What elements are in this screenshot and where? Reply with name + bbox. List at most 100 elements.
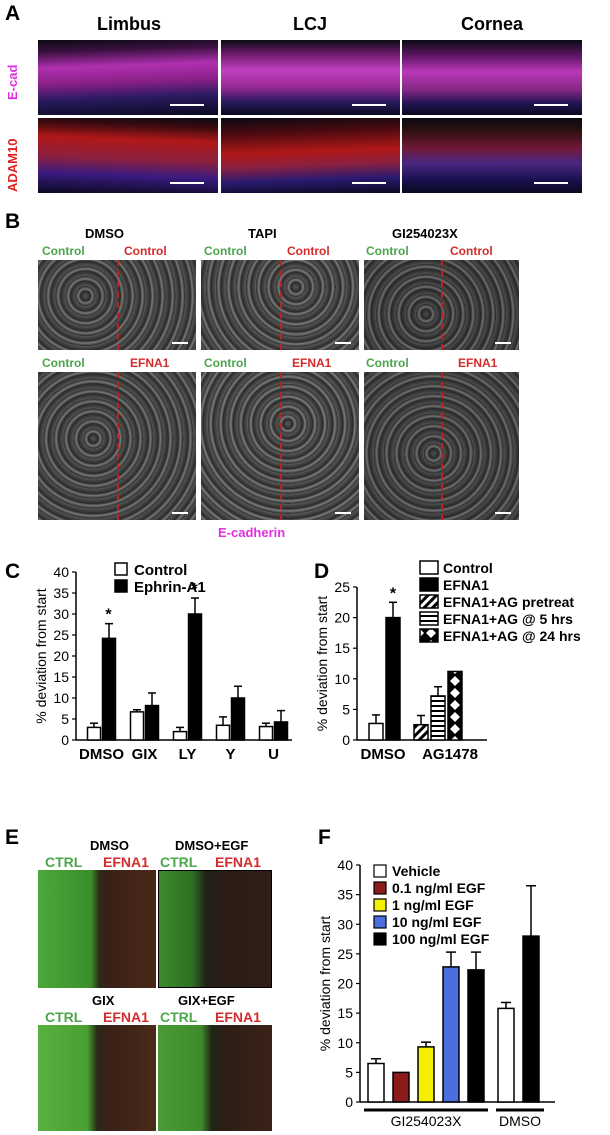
bar [187,613,203,741]
y-tick-label: 5 [345,1064,353,1080]
y-tick-label: 20 [334,610,350,626]
y-axis-label: % deviation from start [317,916,333,1051]
legend-label: EFNA1 [443,577,489,593]
y-tick-label: 30 [337,916,353,932]
bar [172,730,188,741]
y-axis-label: % deviation from start [33,588,49,723]
legend-label: 0.1 ng/ml EGF [392,880,486,896]
bar [86,726,102,741]
divider-line [280,260,282,350]
label-control: Control [204,244,247,258]
divider-line [280,372,282,520]
divider-line [441,372,443,520]
bar [430,695,446,741]
y-tick-label: 0 [345,1094,353,1110]
label-control: Control [124,244,167,258]
scale-bar [170,104,204,106]
label-efna1: EFNA1 [103,1009,149,1025]
chart-d: 0 5 10 15 20 25% deviation from start * DMSO AG1… [314,560,581,763]
treatment-label-dmso: DMSO [85,226,124,241]
x-tick-label: Y [225,746,235,763]
label-ctrl: CTRL [160,854,198,870]
bar [522,935,540,1103]
legend-swatch [419,628,439,643]
legend-label: EFNA1+AG @ 24 hrs [443,628,581,644]
micrograph-adam10-cornea [402,118,582,193]
micrograph-adam10-limbus [38,118,218,193]
scale-bar [172,342,188,344]
x-tick-label: DMSO [79,746,124,763]
label-control: Control [42,356,85,370]
legend-label: 10 ng/ml EGF [392,914,482,930]
micrograph-e-dmso [38,870,156,988]
y-tick-label: 35 [53,585,69,601]
y-tick-label: 25 [334,579,350,595]
column-header-cornea: Cornea [460,14,523,34]
panel-label-b: B [5,210,21,233]
panel-label-c: C [5,560,21,583]
legend-swatch [373,881,387,895]
bar [442,966,460,1103]
y-tick-label: 5 [61,711,69,727]
treatment-label-tapi: TAPI [248,226,277,241]
divider-line [117,260,119,350]
condition-label-dmso: DMSO [90,838,129,853]
label-control: Control [366,244,409,258]
scale-bar [335,342,351,344]
divider-line [117,372,119,520]
bar [367,1062,385,1103]
legend-swatch [373,898,387,912]
bar [273,721,289,741]
column-header-lcj: LCJ [292,14,327,34]
y-axis-label: % deviation from start [314,596,330,731]
micrograph-ecad-lcj [221,40,400,115]
label-efna1: EFNA1 [215,1009,261,1025]
label-efna1: EFNA1 [103,854,149,870]
bar [392,1071,410,1103]
micrograph-gi-control [364,260,519,350]
scale-bar [534,182,568,184]
legend-swatch [419,577,439,592]
bar [215,724,231,741]
scale-bar [170,182,204,184]
legend-swatch [373,932,387,946]
micrograph-e-gix-egf [158,1025,272,1131]
label-efna1: EFNA1 [215,854,261,870]
label-control: Control [204,356,247,370]
legend-label: EFNA1+AG pretreat [443,594,574,610]
panel-label-e: E [5,826,20,849]
bar [101,637,117,741]
y-tick-label: 20 [53,648,69,664]
micrograph-dmso-control [38,260,196,350]
scale-bar [172,512,188,514]
label-efna1: EFNA1 [458,356,498,370]
label-ctrl: CTRL [45,854,83,870]
micrograph-gi-efna1 [364,372,519,520]
row-label-ecad: E-cad [5,64,20,100]
panel-label-d: D [314,560,330,583]
y-tick-label: 20 [337,976,353,992]
legend-label: 100 ng/ml EGF [392,931,490,947]
y-tick-label: 0 [342,732,350,748]
micrograph-adam10-lcj [221,118,400,193]
legend-label: Control [134,562,187,579]
legend-swatch [419,611,439,626]
panel-label-a: A [5,2,21,25]
micrograph-tapi-efna1 [201,372,359,520]
micrograph-e-dmso-egf [158,870,272,988]
bar [368,722,384,741]
y-tick-label: 40 [53,564,69,580]
scale-bar [352,182,386,184]
bar [497,1007,515,1103]
y-tick-label: 0 [61,732,69,748]
x-tick-label: GIX [132,746,158,763]
legend-label: Ephrin-A1 [134,579,206,596]
label-control: Control [366,356,409,370]
bar [467,969,485,1103]
label-control: Control [42,244,85,258]
micrograph-ecad-limbus [38,40,218,115]
legend-swatch [114,562,128,576]
group-label: DMSO [499,1113,541,1129]
divider-line [441,260,443,350]
y-tick-label: 5 [342,701,350,717]
